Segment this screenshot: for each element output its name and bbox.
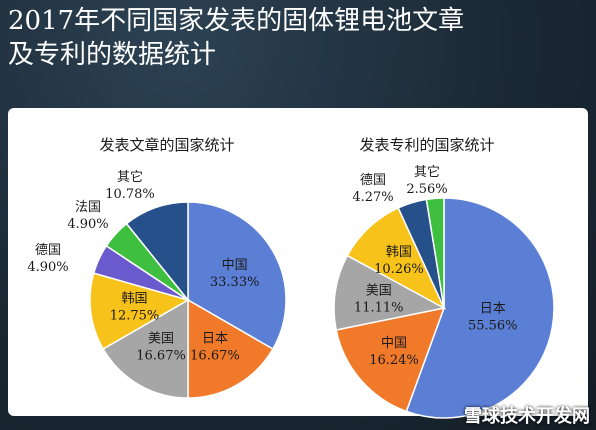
slice-value-label: 33.33% [210, 275, 260, 290]
slice-value-label: 16.24% [369, 353, 419, 368]
slice-name-label: 其它 [414, 164, 440, 180]
pie-slice [187, 298, 274, 399]
slice-name-label: 日本 [480, 302, 506, 317]
slice-name-label: 日本 [202, 332, 228, 347]
pie-slice [346, 206, 446, 310]
pie-slice [125, 201, 189, 303]
slice-value-label: 16.67% [190, 349, 240, 364]
chart-title: 发表文章的国家统计 [99, 136, 234, 154]
slice-name-label: 美国 [148, 332, 174, 347]
slice-value-label: 12.75% [110, 309, 160, 324]
pie-slice [102, 298, 189, 399]
pie-slice [425, 197, 445, 309]
slice-name-label: 法国 [75, 200, 101, 215]
pie-slice [89, 272, 190, 351]
slice-name-label: 中国 [381, 336, 407, 351]
slice-name-label: 其它 [117, 169, 143, 185]
title-line-2: 及专利的数据统计 [8, 40, 217, 70]
slice-name-label: 德国 [360, 173, 386, 188]
pie-slice [405, 197, 555, 419]
slice-name-label: 韩国 [386, 245, 412, 260]
slice-value-label: 10.26% [374, 262, 424, 277]
pie-slice [333, 254, 447, 331]
title-line-1: 2017年不同国家发表的固体锂电池文章 [8, 6, 465, 36]
slice-value-label: 10.78% [105, 187, 155, 202]
slide-title: 2017年不同国家发表的固体锂电池文章 及专利的数据统计 [8, 4, 588, 72]
slice-name-label: 美国 [366, 283, 392, 298]
slice-value-label: 4.27% [352, 190, 393, 205]
slice-value-label: 55.56% [468, 319, 518, 334]
footer-watermark: 雪球技术开发网 [464, 406, 590, 427]
slice-value-label: 11.11% [354, 300, 404, 315]
pie-slice [335, 306, 446, 413]
slice-name-label: 中国 [222, 258, 248, 273]
slice-name-label: 韩国 [121, 292, 147, 307]
slice-value-label: 4.90% [27, 260, 68, 275]
slice-value-label: 2.56% [406, 182, 447, 197]
slice-value-label: 16.67% [136, 349, 186, 364]
chart-title: 发表专利的国家统计 [359, 136, 494, 154]
pie-slice [187, 201, 287, 351]
slice-name-label: 德国 [35, 243, 61, 258]
slice-value-label: 4.90% [67, 217, 108, 232]
